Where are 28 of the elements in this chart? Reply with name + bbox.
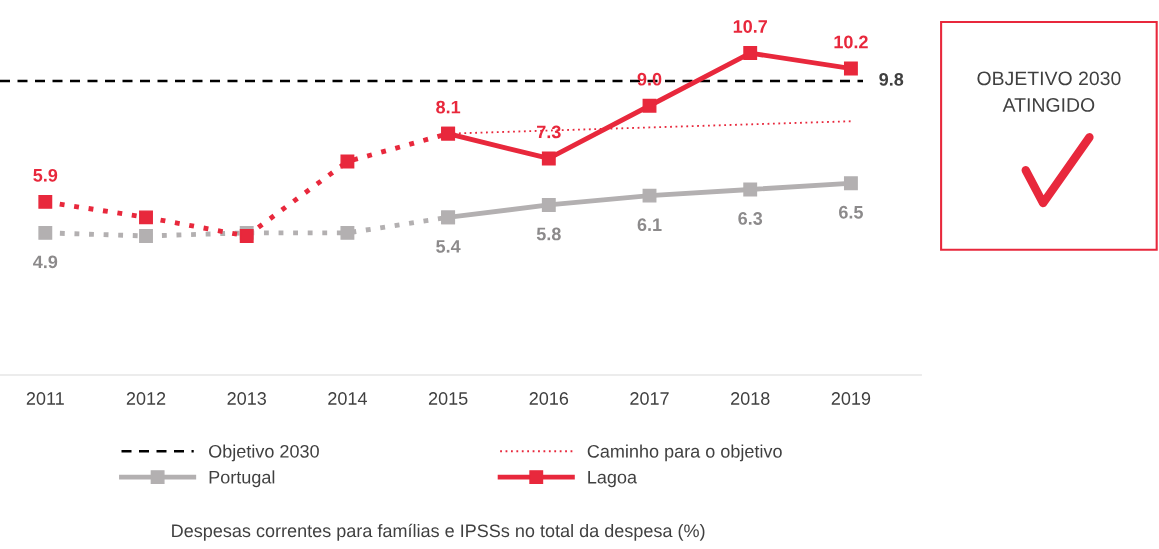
text: 9.8: [879, 73, 904, 86]
text: Despesas correntes para famílias e IPSSs no total da despesa (%): [172, 523, 705, 541]
legend-label: Caminho para o objetivo: [587, 444, 782, 462]
data-label: 5.4: [436, 240, 461, 253]
data-label: 9.0: [637, 72, 662, 86]
x-tick-label: 2018: [731, 392, 770, 405]
data-label: 6.5: [839, 205, 863, 219]
legend-label: Objetivo 2030: [209, 444, 319, 462]
x-tick-label: 2013: [227, 392, 267, 405]
data-label: 5.8: [536, 227, 561, 241]
data-label: 4.9: [33, 255, 58, 269]
x-tick-label: 2014: [328, 392, 367, 405]
text: OBJETIVO 2030 ATINGIDO: [977, 71, 1121, 112]
data-label: 10.2: [834, 35, 868, 49]
data-label: 6.3: [738, 212, 763, 225]
legend-label: Portugal: [209, 470, 275, 488]
data-label: 10.7: [733, 20, 767, 33]
legend-label: Lagoa: [588, 470, 638, 488]
x-tick-label: 2019: [831, 392, 871, 405]
data-label: 5.9: [33, 168, 58, 182]
data-label: 7.3: [537, 125, 561, 139]
x-tick-label: 2012: [126, 392, 166, 405]
data-label: 8.1: [436, 100, 461, 114]
data-label: 6.1: [637, 218, 662, 232]
x-tick-label: 2011: [26, 392, 64, 405]
x-tick-label: 2016: [529, 392, 569, 405]
x-tick-label: 2015: [428, 392, 468, 405]
x-tick-label: 2017: [630, 392, 669, 405]
